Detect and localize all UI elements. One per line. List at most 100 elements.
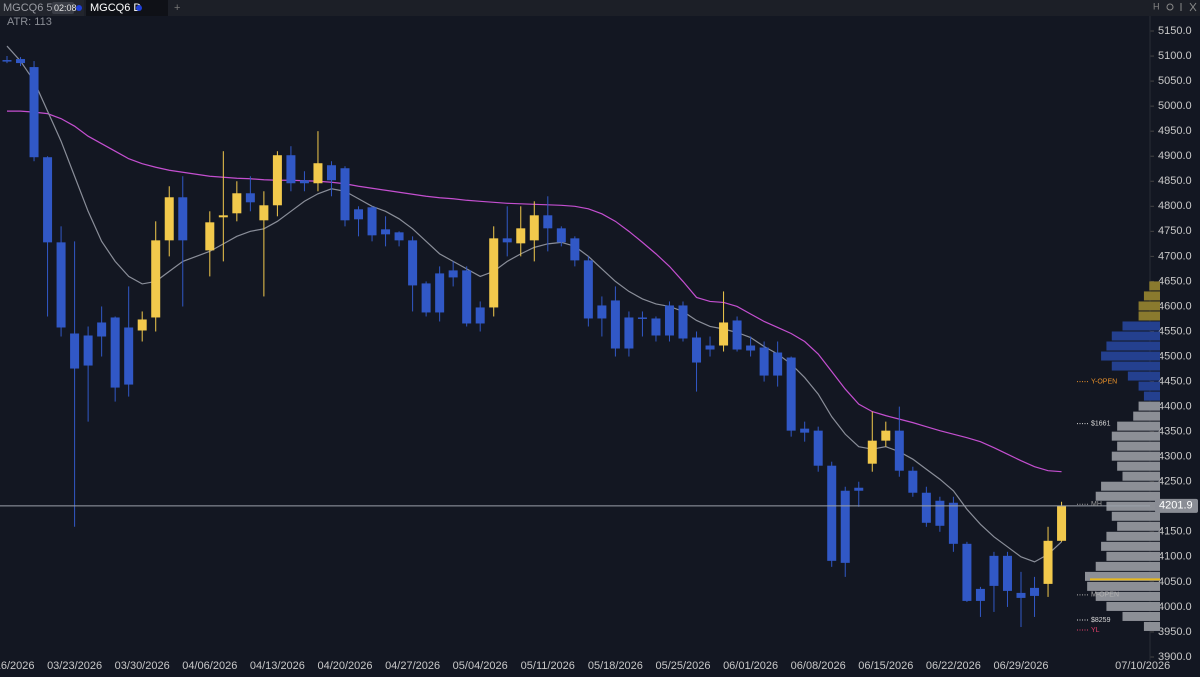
candle-body [637,317,647,319]
candle-body [692,337,702,363]
y-tick-label: 4500.0 [1158,350,1192,362]
profile-bar [1111,451,1160,461]
toolbar-h[interactable]: H [1153,1,1160,11]
profile-bar [1122,611,1160,621]
candle-body [664,305,674,336]
profile-bar [1101,541,1160,551]
annotation-label: $1661 [1091,420,1111,427]
y-tick-label: 5000.0 [1158,100,1192,112]
profile-bar [1149,281,1160,291]
candle-body [921,492,931,523]
last-price-box [1155,498,1198,513]
x-tick-label: 05/04/2026 [453,660,508,672]
tab-bar [0,0,1200,16]
candle-body [137,319,147,331]
x-tick-label: 06/22/2026 [926,660,981,672]
add-tab[interactable]: + [174,2,180,14]
settings-icon[interactable] [1166,3,1174,11]
profile-bar [1117,521,1160,531]
candle-body [313,163,323,184]
moving-average [6,45,1062,563]
candle-body [651,318,661,336]
candle-body [570,238,580,261]
candle-body [70,333,80,369]
tab-label: MGCQ6 D [90,2,141,14]
profile-bar [1143,391,1160,401]
candle-body [259,205,269,221]
y-tick-label: 4650.0 [1158,275,1192,287]
y-tick-label: 4800.0 [1158,200,1192,212]
candle-body [597,305,607,319]
indicator-label: ATR: 113 [7,16,52,28]
profile-bar [1138,381,1160,391]
candle-body [462,270,472,324]
candle-body [326,165,336,181]
candle-body [367,207,377,236]
candle-body [286,155,296,184]
candle-body [354,209,364,220]
x-tick-label: 06/08/2026 [791,660,846,672]
tab-dot [76,5,82,11]
candle-body [2,60,12,62]
y-tick-label: 3950.0 [1158,626,1192,638]
y-tick-label: 4100.0 [1158,551,1192,563]
candle-body [975,588,985,601]
candle-body [502,238,512,243]
candle-body [854,487,864,491]
candle-body [43,157,53,243]
y-tick-label: 4550.0 [1158,325,1192,337]
y-tick-label: 4000.0 [1158,601,1192,613]
last-price-label: 4201.9 [1159,500,1193,512]
profile-bar [1106,531,1160,541]
candle-body [448,270,458,278]
candle-body [786,357,796,431]
profile-bar [1143,291,1160,301]
x-tick-label: 05/25/2026 [655,660,710,672]
candle-body [840,490,850,563]
candle-body [867,440,877,464]
y-tick-label: 5050.0 [1158,75,1192,87]
annotation-label: Y-OPEN [1091,378,1117,385]
x-tick-label: 06/01/2026 [723,660,778,672]
profile-bar [1138,311,1160,321]
y-tick-label: 4400.0 [1158,401,1192,413]
profile-bar [1106,601,1160,611]
candle-body [56,242,66,328]
candle-body [989,555,999,586]
candle-body [164,197,174,241]
candle-body [894,430,904,471]
candle-body [746,345,756,351]
y-tick-label: 4050.0 [1158,576,1192,588]
y-tick-label: 4150.0 [1158,526,1192,538]
profile-bar [1095,591,1160,601]
y-tick-label: 4350.0 [1158,426,1192,438]
y-tick-label: 4700.0 [1158,250,1192,262]
profile-bar [1143,621,1160,631]
candle-body [218,215,228,218]
profile-bar [1095,491,1160,501]
y-tick-label: 4450.0 [1158,375,1192,387]
candle-body [299,180,309,184]
tab-badge-text: 02:08 [54,3,77,13]
candle-body [1043,540,1053,584]
x-tick-label: 04/27/2026 [385,660,440,672]
tab-active[interactable] [86,0,168,16]
profile-bar [1138,401,1160,411]
y-tick-label: 4950.0 [1158,125,1192,137]
close-icon[interactable] [1189,2,1197,12]
x-tick-label: 06/15/2026 [858,660,913,672]
profile-bar [1106,551,1160,561]
candle-body [881,430,891,441]
profile-bar [1111,331,1160,341]
x-tick-label: 04/13/2026 [250,660,305,672]
candle-body [732,320,742,350]
candle-body [178,197,188,241]
candle-body [124,327,134,385]
profile-bar [1138,301,1160,311]
x-tick-label: 06/29/2026 [993,660,1048,672]
candle-body [583,260,593,319]
candle-body [813,430,823,466]
candle-body [232,193,242,214]
